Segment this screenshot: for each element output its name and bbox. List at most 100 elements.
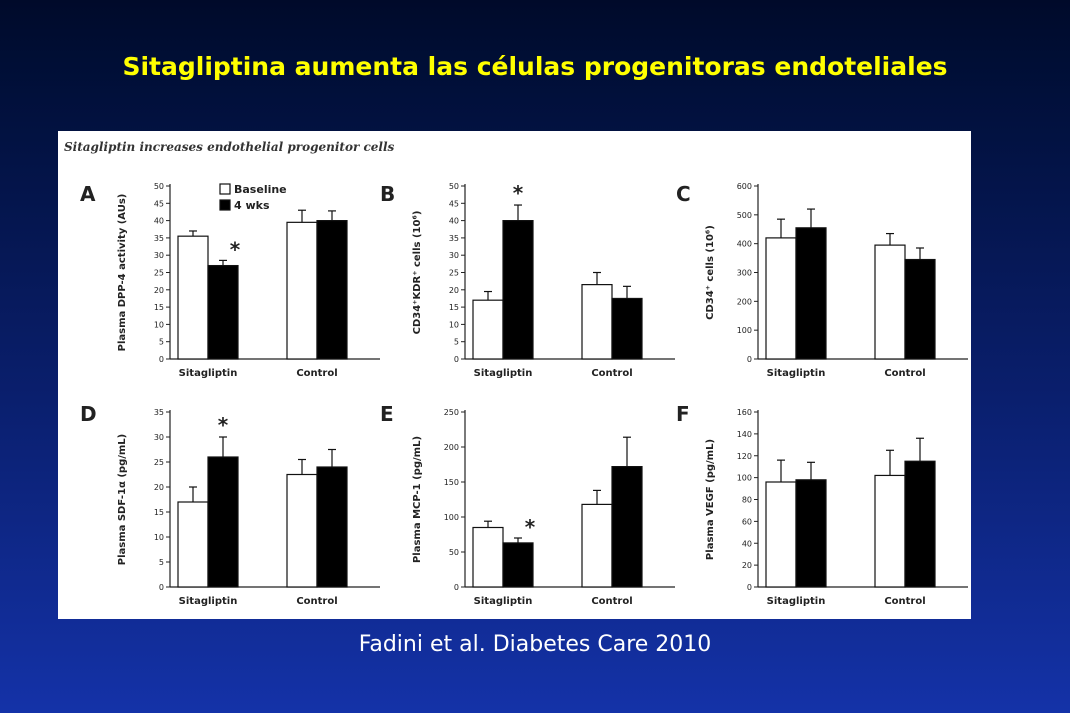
y-axis-title: Plasma MCP-1 (pg/mL) [412, 436, 423, 563]
y-axis-title: CD34⁺ cells (10⁶) [705, 225, 716, 320]
y-tick-label: 600 [737, 182, 752, 191]
chart-panel-b: B 0 5 10 15 20 25 30 35 40 45 50 CD34⁺KDR⁺ cells (10… [380, 181, 675, 379]
chart-panel-f: F 0 20 40 60 80 100 120 140 160 Plasma VEGF (pg/mL… [676, 402, 968, 607]
legend-label: 4 wks [234, 199, 270, 212]
y-tick-label: 10 [154, 533, 164, 542]
bar [611, 297, 643, 360]
y-axis-title: Plasma VEGF (pg/mL) [705, 439, 716, 560]
bar [207, 456, 239, 588]
y-tick-label: 60 [742, 517, 752, 526]
category-label: Sitagliptin [474, 596, 533, 607]
category-label: Control [591, 596, 632, 607]
y-axis-title: Plasma SDF-1α (pg/mL) [117, 434, 128, 566]
y-tick-label: 30 [154, 251, 164, 260]
y-tick-label: 10 [154, 320, 164, 329]
y-tick-label: 15 [154, 303, 164, 312]
bar [904, 460, 936, 588]
y-tick-label: 0 [454, 355, 459, 364]
y-tick-label: 5 [159, 338, 164, 347]
bar [765, 237, 797, 360]
bar [874, 244, 906, 360]
figure-heading: Sitagliptin increases endothelial progen… [64, 140, 395, 154]
bar [581, 284, 613, 360]
y-tick-label: 80 [742, 496, 752, 505]
y-tick-label: 40 [449, 217, 459, 226]
y-tick-label: 45 [449, 199, 459, 208]
bar [795, 479, 827, 588]
category-label: Sitagliptin [767, 596, 826, 607]
y-tick-label: 50 [449, 182, 459, 191]
y-tick-label: 20 [154, 483, 164, 492]
y-tick-label: 20 [449, 286, 459, 295]
category-label: Sitagliptin [767, 368, 826, 379]
panel-letter: F [676, 402, 690, 426]
y-tick-label: 0 [747, 355, 752, 364]
y-tick-label: 100 [444, 513, 459, 522]
y-tick-label: 0 [454, 583, 459, 592]
bar [177, 501, 209, 588]
y-tick-label: 10 [449, 320, 459, 329]
y-axis-title: Plasma DPP-4 activity (AUs) [117, 194, 128, 352]
y-tick-label: 0 [159, 583, 164, 592]
bar [286, 473, 318, 588]
y-tick-label: 150 [444, 478, 459, 487]
y-tick-label: 500 [737, 211, 752, 220]
y-tick-label: 250 [444, 408, 459, 417]
bar [765, 481, 797, 588]
chart-panel-e: E 0 50 100 150 200 250 Plasma MCP-1 (pg/mL) Sita… [380, 402, 675, 607]
panel-letter: A [80, 182, 96, 206]
y-tick-label: 25 [154, 269, 164, 278]
y-tick-label: 30 [154, 433, 164, 442]
y-tick-label: 50 [154, 182, 164, 191]
significance-star: * [513, 181, 524, 205]
y-tick-label: 200 [737, 297, 752, 306]
category-label: Control [296, 596, 337, 607]
y-tick-label: 30 [449, 251, 459, 260]
y-tick-label: 100 [737, 474, 752, 483]
y-tick-label: 40 [154, 217, 164, 226]
legend: Baseline 4 wks [219, 183, 287, 212]
bar [904, 258, 936, 360]
significance-star: * [525, 515, 536, 539]
y-tick-label: 120 [737, 452, 752, 461]
bar [177, 235, 209, 360]
figure-svg: Sitagliptin increases endothelial progen… [64, 140, 968, 607]
panel-letter: B [380, 182, 395, 206]
y-tick-label: 25 [154, 458, 164, 467]
y-tick-label: 25 [449, 269, 459, 278]
category-label: Control [591, 368, 632, 379]
category-label: Control [884, 596, 925, 607]
bar [207, 264, 239, 360]
legend-swatch [219, 183, 231, 195]
significance-star: * [218, 413, 229, 437]
bar [316, 466, 348, 588]
panel-letter: C [676, 182, 691, 206]
category-label: Control [296, 368, 337, 379]
y-tick-label: 35 [154, 234, 164, 243]
y-tick-label: 15 [449, 303, 459, 312]
chart-panel-d: D 0 5 10 15 20 25 30 35 Plasma SDF-1α (pg/mL) Sita… [80, 402, 380, 607]
category-label: Sitagliptin [179, 596, 238, 607]
bar [795, 227, 827, 360]
y-tick-label: 40 [742, 539, 752, 548]
bar [874, 474, 906, 588]
significance-star: * [230, 237, 241, 261]
y-tick-label: 15 [154, 508, 164, 517]
legend-swatch [219, 199, 231, 211]
y-tick-label: 160 [737, 408, 752, 417]
panel-letter: E [380, 402, 394, 426]
legend-label: Baseline [234, 183, 287, 196]
y-tick-label: 0 [747, 583, 752, 592]
y-tick-label: 35 [154, 408, 164, 417]
y-tick-label: 200 [444, 443, 459, 452]
bar [316, 219, 348, 360]
y-tick-label: 20 [154, 286, 164, 295]
bar [472, 526, 504, 588]
figure-panel: Sitagliptin increases endothelial progen… [58, 131, 971, 619]
y-tick-label: 0 [159, 355, 164, 364]
y-axis-title: CD34⁺KDR⁺ cells (10⁶) [412, 211, 423, 335]
category-label: Sitagliptin [179, 368, 238, 379]
bar [472, 299, 504, 360]
y-tick-label: 20 [742, 561, 752, 570]
bar [502, 542, 534, 588]
